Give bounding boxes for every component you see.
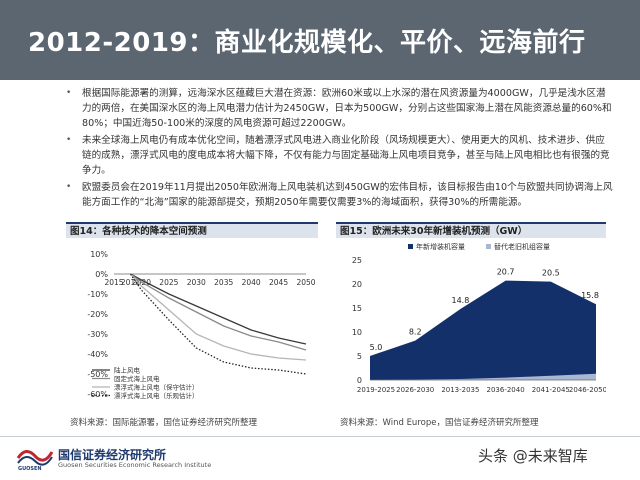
y-tick-label: -60% [87,390,108,399]
legend-label: 年新增装机容量 [416,242,465,251]
series-line [129,273,307,375]
figure14-source: 资料来源：国际能源署，国信证券经济研究所整理 [70,418,258,428]
figure15-chart: 0 5 10 15 20 25 5.0 8.2 14.8 20.7 20.5 15.8 2019-202… [352,242,606,394]
area-new-capacity [370,280,596,380]
data-label: 15.8 [581,291,599,300]
footer-divider [0,436,640,437]
y-tick-label: 10% [90,250,108,259]
bullet-text: 未来全球海上风电仍有成本优化空间，随着漂浮式风电进入商业化阶段（风场规模更大）、… [82,135,610,176]
page-title: 2012-2019：商业化规模化、平价、远海前行 [28,28,586,58]
area-replacement-capacity [370,373,596,380]
y-tick-label: 15 [352,304,362,313]
figure14-heading: 图14：各种技术的降本空间预测 [66,222,318,238]
x-tick-label: 2035 [214,278,233,287]
logo-mark-icon [16,450,54,466]
x-tick-label: 2050 [296,278,315,287]
logo-english-name: Guosen Securities Economic Research Inst… [58,461,212,469]
x-tick-label: 2045 [269,278,288,287]
legend-label: 漂浮式海上风电（保守估计） [114,383,199,392]
y-tick-label: 20 [352,280,362,289]
y-tick-label: -30% [87,330,108,339]
y-tick-label: -20% [87,310,108,319]
bullet-item: • 未来全球海上风电仍有成本优化空间，随着漂浮式风电进入商业化阶段（风场规模更大… [66,133,614,178]
y-tick-label: -40% [87,350,108,359]
x-tick-label: 2036-2040 [487,386,525,394]
bullet-item: • 根据国际能源署的测算，远海深水区蕴藏巨大潜在资源：欧洲60米或以上水深的潜在… [66,86,614,131]
legend-label: 陆上风电 [114,366,141,375]
y-tick-label: 5 [357,352,362,361]
series-line [130,273,307,361]
series-line [130,273,307,351]
logo-mark-label: GUOSEN [18,466,42,472]
figure15-source: 资料来源：Wind Europe，国信证券经济研究所整理 [340,418,539,428]
x-tick-label: 2013-2035 [441,386,479,394]
x-tick-label: 2018 [121,278,140,287]
y-tick-label: 0% [95,270,108,279]
x-tick-label: 2030 [187,278,206,287]
logo-name: 国信证券经济研究所 [58,448,167,462]
data-label: 5.0 [370,343,383,352]
title-bar: 2012-2019：商业化规模化、平价、远海前行 [0,0,640,80]
data-label: 14.8 [451,296,469,305]
x-tick-label: 2026-2030 [396,386,434,394]
bullet-text: 欧盟委员会在2019年11月提出2050年欧洲海上风电装机达到450GW的宏伟目… [82,182,613,208]
bullet-text: 根据国际能源署的测算，远海深水区蕴藏巨大潜在资源：欧洲60米或以上水深的潜在风资… [82,88,612,129]
watermark: 头条 @未来智库 [478,447,588,465]
bullet-dot-icon: • [66,135,72,145]
legend-swatch [486,244,491,249]
legend-label: 固定式海上风电 [114,374,160,383]
bullet-item: • 欧盟委员会在2019年11月提出2050年欧洲海上风电装机达到450GW的宏… [66,180,614,210]
data-label: 8.2 [409,328,422,337]
data-label: 20.7 [497,268,515,277]
legend-swatch [408,244,413,249]
x-tick-label: 2040 [242,278,261,287]
y-tick-label: 25 [352,256,362,265]
y-tick-label: 0 [357,376,362,385]
bullet-dot-icon: • [66,88,72,98]
x-tick-label: 2046-2050 [569,386,606,394]
y-tick-label: -50% [87,370,108,379]
series-line [130,273,307,345]
legend-label: 漂浮式海上风电（乐观估计） [114,391,199,400]
figure15-heading: 图15：欧洲未来30年新增装机预测（GW） [336,222,606,238]
x-tick-label: 2019-2025 [357,386,395,394]
data-label: 20.5 [542,269,560,278]
y-tick-label: -10% [87,290,108,299]
x-tick-label: 2025 [159,278,178,287]
company-logo [16,444,54,470]
x-tick-label: 2015 [104,278,123,287]
y-tick-label: 10 [352,328,362,337]
x-tick-label: 2041-2045 [532,386,570,394]
bullet-dot-icon: • [66,182,72,192]
legend-label: 替代老旧机组容量 [494,242,550,251]
bullet-list: • 根据国际能源署的测算，远海深水区蕴藏巨大潜在资源：欧洲60米或以上水深的潜在… [66,86,614,212]
